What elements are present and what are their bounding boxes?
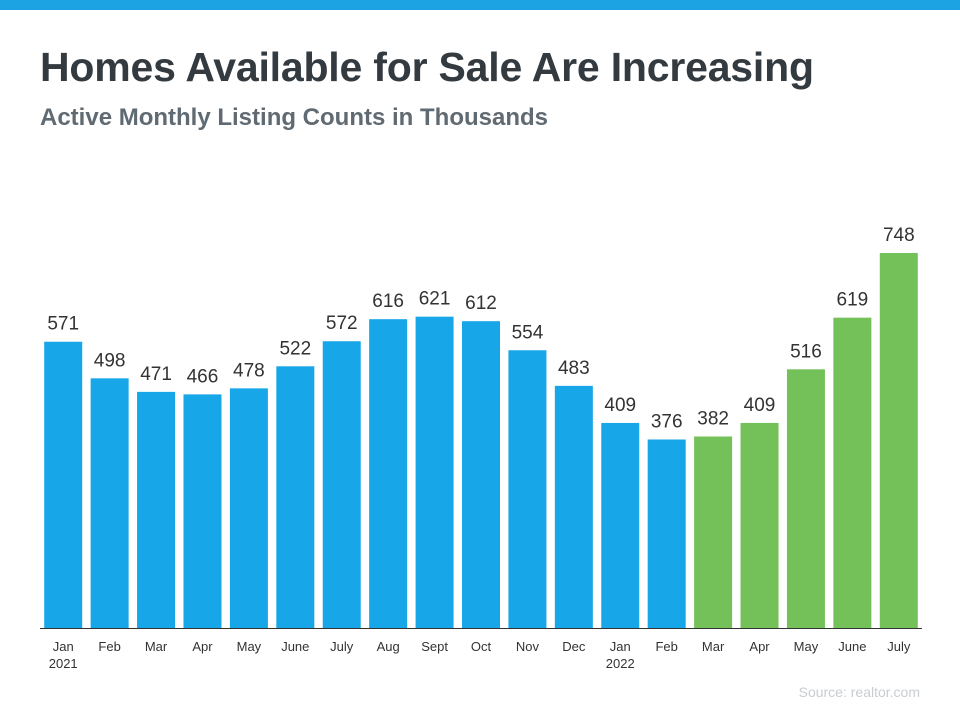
bar-value-label: 471: [140, 364, 172, 385]
x-tick-label: June: [281, 639, 309, 654]
bar-value-label: 612: [465, 293, 497, 314]
x-tick-label: July: [887, 639, 911, 654]
x-tick-label: Apr: [192, 639, 213, 654]
bar-value-label: 483: [558, 358, 590, 379]
top-accent-bar: [0, 0, 960, 10]
bar: [369, 319, 408, 628]
bar-value-label: 409: [604, 395, 636, 416]
bar: [508, 350, 547, 628]
bar: [694, 436, 733, 628]
bar-value-label: 382: [697, 408, 729, 429]
bar: [183, 394, 222, 628]
source-note: Source: realtor.com: [798, 684, 920, 700]
x-tick-label: May: [794, 639, 819, 654]
x-tick-label: Mar: [702, 639, 725, 654]
bar-value-label: 522: [279, 338, 311, 359]
bar-value-label: 498: [94, 350, 126, 371]
bar-value-label: 466: [187, 366, 219, 387]
x-tick-label: Feb: [655, 639, 677, 654]
x-tick-label: Jan: [53, 639, 74, 654]
bar-value-label: 619: [837, 290, 869, 311]
bar-value-label: 621: [419, 289, 451, 310]
x-tick-label: Sept: [421, 639, 448, 654]
x-tick-label: July: [330, 639, 354, 654]
bar-value-label: 516: [790, 341, 822, 362]
bar: [322, 341, 361, 628]
page-title: Homes Available for Sale Are Increasing: [40, 44, 814, 90]
bar-value-label: 478: [233, 360, 265, 381]
bar: [879, 253, 918, 628]
x-tick-label: May: [237, 639, 262, 654]
bar: [415, 316, 454, 628]
bar-value-label: 748: [883, 225, 915, 246]
x-tick-year-label: 2021: [49, 656, 78, 671]
x-tick-label: Aug: [377, 639, 400, 654]
bar: [833, 317, 872, 628]
bar-value-label: 572: [326, 313, 358, 334]
bar-value-label: 409: [744, 395, 776, 416]
bar: [786, 369, 825, 628]
x-tick-label: Nov: [516, 639, 540, 654]
bar: [90, 378, 129, 628]
x-tick-label: Dec: [562, 639, 586, 654]
bar-value-label: 554: [512, 322, 544, 343]
bar-value-label: 376: [651, 411, 683, 432]
bar-value-label: 571: [47, 314, 79, 335]
bar: [554, 385, 593, 628]
bar: [601, 422, 640, 628]
bar: [276, 366, 315, 628]
x-tick-label: Oct: [471, 639, 492, 654]
bar-value-label: 616: [372, 291, 404, 312]
bar: [229, 388, 268, 628]
x-tick-year-label: 2022: [606, 656, 635, 671]
bar: [647, 439, 686, 628]
bar: [462, 321, 500, 628]
bar: [740, 422, 779, 628]
x-tick-label: June: [838, 639, 866, 654]
x-tick-label: Mar: [145, 639, 168, 654]
bar: [44, 341, 83, 628]
bar: [137, 391, 176, 628]
page-subtitle: Active Monthly Listing Counts in Thousan…: [40, 104, 548, 131]
x-tick-label: Jan: [610, 639, 631, 654]
x-tick-label: Feb: [98, 639, 120, 654]
x-tick-label: Apr: [749, 639, 770, 654]
